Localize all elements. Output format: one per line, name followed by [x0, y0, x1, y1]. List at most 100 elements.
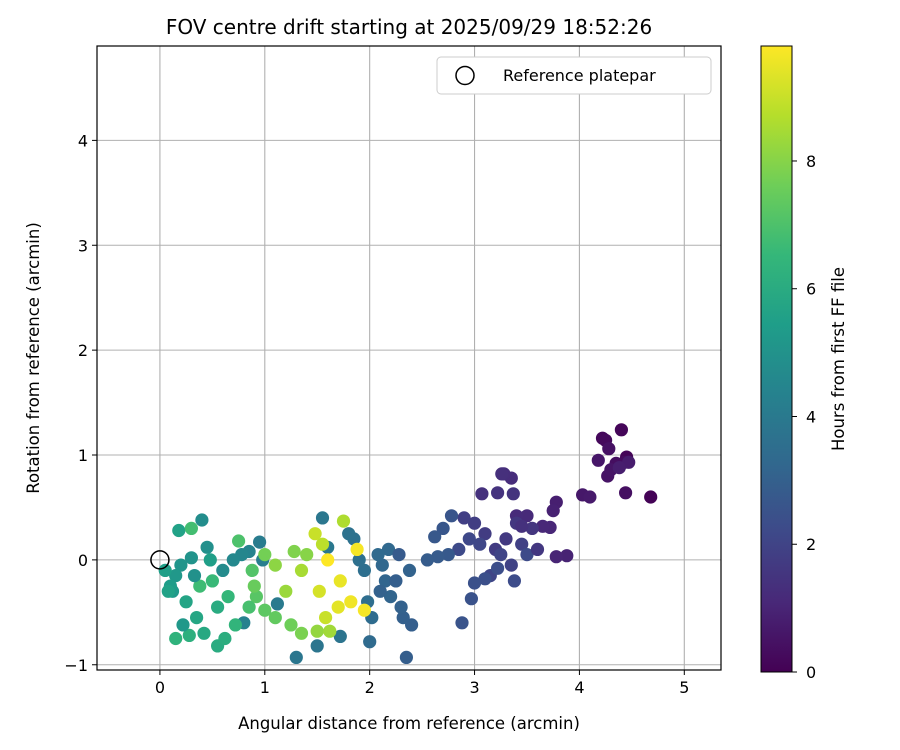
scatter-point	[300, 548, 314, 562]
scatter-point	[363, 635, 377, 649]
scatter-point	[179, 595, 193, 609]
colorbar-tick-label: 2	[806, 535, 816, 554]
scatter-point	[169, 631, 183, 646]
scatter-point	[452, 542, 466, 557]
scatter-point	[473, 537, 487, 551]
legend: Reference platepar	[436, 56, 712, 95]
scatter-point	[441, 548, 455, 562]
scatter-point	[161, 584, 175, 598]
y-ticks: −1 0 1 2 3 4	[64, 131, 97, 675]
scatter-point	[431, 550, 445, 564]
scatter-point	[396, 611, 410, 625]
scatter-point	[549, 550, 563, 564]
scatter-point	[525, 521, 539, 536]
scatter-point	[478, 572, 492, 586]
scatter-point	[381, 542, 396, 557]
x-tick-label: 5	[679, 678, 689, 697]
scatter-point	[350, 542, 364, 557]
scatter-point	[176, 618, 190, 632]
scatter-point	[375, 558, 389, 572]
scatter-point	[315, 537, 330, 551]
scatter-point	[221, 590, 235, 604]
y-tick-label: 4	[78, 131, 88, 150]
scatter-point	[158, 563, 172, 578]
scatter-point	[494, 548, 508, 562]
scatter-point	[232, 534, 246, 548]
scatter-point	[560, 549, 574, 563]
scatter-point	[211, 600, 225, 614]
scatter-point	[184, 521, 198, 536]
reference-platepar-marker	[150, 550, 170, 570]
scatter-point	[319, 611, 333, 625]
y-axis-label: Rotation from reference (arcmin)	[24, 222, 43, 494]
x-tick-label: 2	[365, 678, 375, 697]
scatter-point	[200, 540, 214, 554]
colorbar-ticks: 0 2 4 6 8	[792, 152, 816, 682]
scatter-point	[515, 519, 529, 533]
scatter-point	[371, 548, 385, 562]
x-tick-label: 3	[469, 678, 479, 697]
scatter-point	[344, 595, 358, 609]
scatter-point	[644, 490, 658, 504]
scatter-point	[226, 553, 240, 567]
scatter-point	[546, 504, 560, 518]
scatter-point	[402, 563, 417, 578]
scatter-point	[612, 461, 626, 475]
scatter-point	[436, 521, 450, 536]
x-ticks: 0 1 2 3 4 5	[155, 670, 689, 697]
plot-frame	[96, 45, 722, 671]
scatter-point	[491, 561, 505, 575]
scatter-point	[287, 544, 301, 559]
scatter-point	[312, 584, 326, 598]
scatter-point	[294, 563, 309, 578]
scatter-point	[195, 513, 209, 527]
legend-box	[436, 56, 712, 95]
x-axis-label: Angular distance from reference (arcmin)	[238, 714, 580, 733]
scatter-point	[352, 553, 366, 567]
grid	[97, 46, 721, 670]
colorbar-tick-label: 0	[806, 663, 816, 682]
scatter-point	[193, 579, 207, 593]
scatter-point	[478, 527, 492, 541]
scatter-point	[323, 624, 337, 638]
scatter-point	[389, 574, 403, 588]
scatter-point	[378, 574, 392, 588]
scatter-point	[515, 537, 529, 551]
scatter-point	[205, 574, 219, 588]
chart-title: FOV centre drift starting at 2025/09/29 …	[166, 15, 652, 39]
scatter-point	[507, 574, 521, 588]
scatter-point	[506, 487, 520, 501]
scatter-point	[392, 548, 406, 562]
scatter-point	[242, 600, 256, 614]
scatter-point	[331, 600, 345, 614]
scatter-point	[420, 553, 434, 567]
y-tick-label: −1	[64, 656, 88, 675]
scatter-point	[464, 592, 478, 606]
scatter-point	[499, 532, 513, 546]
scatter-point	[268, 611, 282, 625]
legend-marker	[455, 65, 475, 86]
scatter-point	[384, 590, 398, 604]
scatter-point	[467, 576, 482, 590]
x-tick-label: 0	[155, 678, 165, 697]
scatter-point	[308, 527, 322, 541]
scatter-point	[457, 511, 471, 525]
scatter-point	[495, 467, 509, 481]
scatter-point	[315, 511, 330, 525]
scatter-point	[187, 569, 202, 583]
scatter-point	[536, 519, 550, 533]
colorbar-gradient	[760, 45, 793, 673]
scatter-point	[294, 626, 309, 640]
scatter-point	[504, 558, 518, 572]
scatter-point	[530, 542, 545, 557]
scatter-point	[169, 569, 183, 583]
scatter-point	[228, 618, 242, 632]
scatter-point	[245, 563, 259, 578]
scatter-point	[258, 548, 272, 562]
scatter-point	[520, 548, 534, 562]
scatter-point	[197, 626, 211, 640]
scatter-point	[583, 490, 597, 504]
scatter-point	[462, 532, 476, 546]
scatter-point	[190, 611, 204, 625]
